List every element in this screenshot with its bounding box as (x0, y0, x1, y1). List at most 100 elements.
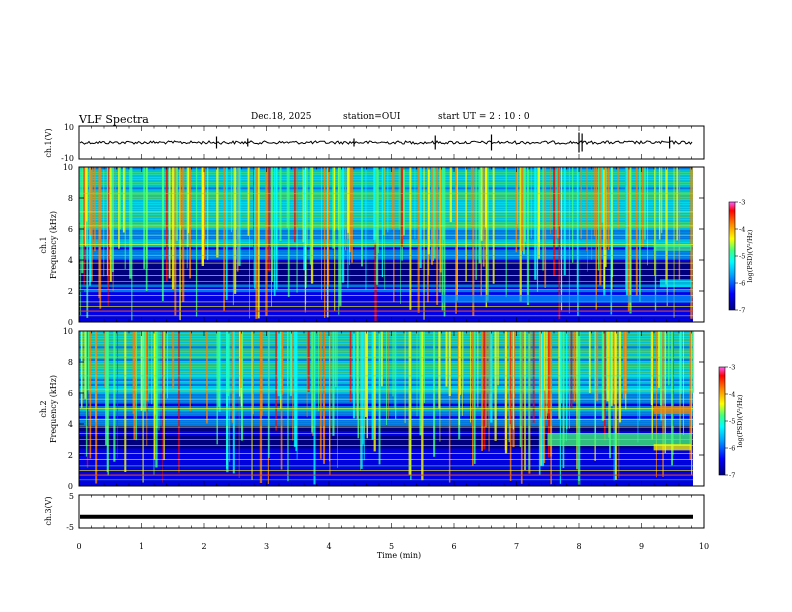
spec-ytick-label: 0 (68, 482, 73, 491)
spectrogram-sferic (540, 331, 542, 418)
spectrogram-band (79, 174, 693, 178)
spectrogram-sferic (570, 331, 573, 409)
spectrogram-sferic (234, 167, 237, 294)
spectrogram-sferic (307, 167, 308, 246)
spectrogram-sferic (104, 331, 106, 388)
spectrogram-sferic (109, 167, 112, 282)
spectrogram-sferic (423, 167, 425, 320)
spectrogram-sferic (623, 331, 625, 399)
spectrogram-sferic (488, 331, 490, 452)
spectrogram-sferic (124, 167, 126, 270)
spectrogram-band (79, 378, 693, 382)
spectrogram-sferic (558, 167, 561, 319)
spectrogram-sferic (349, 167, 350, 265)
spectrogram-sferic (676, 167, 678, 241)
spectrogram-band (79, 458, 693, 462)
spectrogram-sferic (187, 167, 190, 233)
spectrogram-sferic (238, 331, 240, 478)
spectrogram-sferic (117, 331, 118, 459)
spectrogram-sferic (655, 331, 657, 478)
spectrogram-sferic (573, 331, 576, 402)
spectrogram-sferic (563, 331, 565, 443)
spectrogram-band (79, 172, 693, 175)
spectrogram-sferic (223, 167, 225, 311)
spectrogram-sferic (309, 167, 313, 265)
spectrogram-sferic (260, 331, 263, 416)
spectrogram-sferic (105, 331, 108, 445)
spectrogram-sferic (323, 331, 326, 464)
spectrogram-sferic (384, 167, 386, 290)
ch1-waveform-panel: 10 -10 ch.1(V) (44, 123, 705, 163)
spectrogram-sferic (247, 167, 249, 236)
spectrogram-sferic (641, 167, 644, 247)
spectrogram-band (79, 441, 693, 444)
spectrogram-band (79, 448, 693, 452)
spectrogram-sferic (287, 331, 289, 482)
spectrogram-sferic (94, 167, 96, 252)
spectrogram-band (79, 279, 693, 283)
time-tick-label: 9 (639, 542, 644, 551)
spectrogram-sferic (333, 167, 336, 231)
spectrogram-sferic (216, 331, 218, 445)
spectrogram-sferic (588, 331, 591, 393)
spectrogram-sferic (419, 331, 422, 436)
spectrogram-sferic (432, 167, 435, 261)
spectrogram-band (79, 227, 693, 230)
spectrogram-sferic (532, 331, 535, 423)
spectrogram-sferic (153, 331, 156, 460)
spectrogram-sferic (519, 167, 522, 302)
spectrogram-sferic (472, 331, 474, 466)
spectrogram-sferic (87, 331, 90, 390)
ch2-spec-yticks: 0 2 4 6 8 10 (63, 327, 704, 491)
spec-ytick-label: 6 (68, 225, 73, 234)
spectrogram-sferic (304, 167, 306, 313)
spectrogram-sferic (438, 331, 441, 409)
spectrogram-sferic (465, 167, 467, 282)
spectrogram-sferic (373, 167, 376, 240)
spectrogram-band (79, 167, 693, 170)
spectrogram-sferic (189, 331, 191, 412)
chart-title: VLF Spectra (79, 113, 149, 126)
spectrogram-sferic (576, 167, 578, 290)
spectrogram-sferic (103, 167, 105, 277)
spectrogram-sferic (296, 331, 298, 460)
start-time-label: start UT = 2 : 10 : 0 (438, 112, 530, 122)
spectrogram-sferic (349, 167, 352, 253)
colorbar-tick-label: -5 (739, 253, 745, 261)
spectrogram-sferic (347, 167, 349, 239)
spectrogram-sferic (490, 331, 493, 423)
spectrogram-band (79, 393, 693, 397)
spectrogram-sferic (455, 167, 457, 314)
time-tick-label: 8 (576, 542, 581, 551)
spectrogram-sferic (142, 331, 144, 483)
spectrogram-sferic (374, 167, 377, 321)
spectrogram-sferic (604, 167, 607, 250)
spectrogram-band (79, 386, 693, 389)
spectrogram-sferic (651, 331, 653, 440)
spectrogram-sferic (408, 331, 411, 475)
spectrogram-sferic (594, 167, 595, 237)
spectrogram-band (79, 348, 693, 352)
spectrogram-sferic (162, 167, 165, 227)
spectrogram-sferic (538, 167, 540, 259)
spectrogram-sferic (624, 331, 627, 394)
time-tick-label: 2 (201, 542, 206, 551)
spectrogram-sferic (98, 167, 100, 299)
spectrogram-band (79, 219, 693, 223)
spectrogram-sferic (356, 331, 358, 419)
spectrogram-sferic (306, 331, 308, 418)
spec-ytick-label: 6 (68, 389, 73, 398)
spectrogram-sferic (251, 331, 253, 480)
panel-minor-ticks (78, 126, 705, 528)
spectrogram-band (79, 292, 693, 295)
spectrogram-band (79, 353, 693, 357)
spectrogram-sferic (673, 167, 675, 318)
ch3-ytick-top: 5 (69, 492, 74, 501)
spectrogram-sferic (470, 167, 472, 226)
spectrogram-sferic (179, 167, 181, 321)
spectrogram-sferic (162, 331, 164, 398)
time-tick-label: 1 (139, 542, 144, 551)
spectrogram-sferic (662, 331, 664, 477)
spectrogram-emission (653, 444, 692, 451)
spectrogram-sferic (393, 331, 395, 408)
